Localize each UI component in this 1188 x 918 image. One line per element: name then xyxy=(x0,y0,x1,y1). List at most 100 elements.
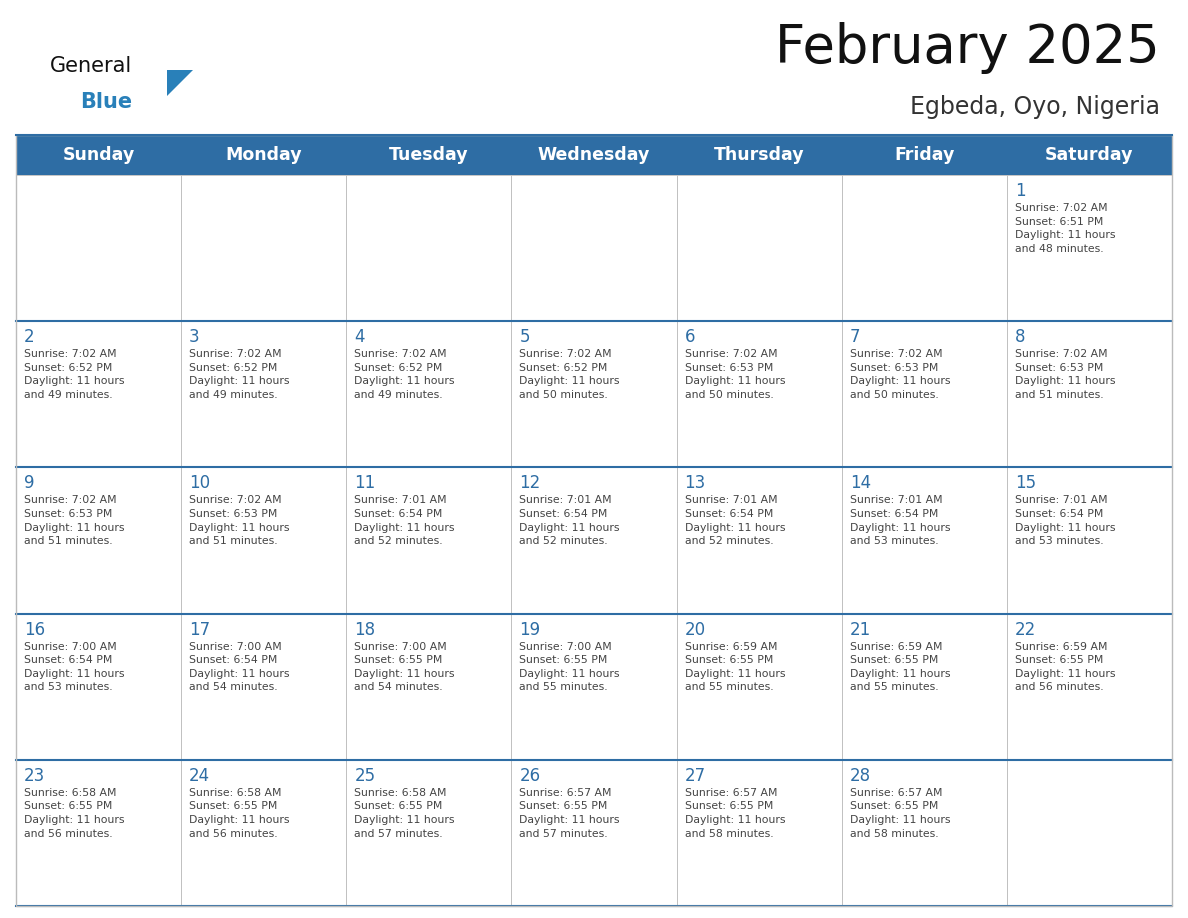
Text: Sunrise: 6:57 AM
Sunset: 6:55 PM
Daylight: 11 hours
and 58 minutes.: Sunrise: 6:57 AM Sunset: 6:55 PM Dayligh… xyxy=(849,788,950,839)
Text: 20: 20 xyxy=(684,621,706,639)
Text: Tuesday: Tuesday xyxy=(388,146,469,164)
Bar xyxy=(181,321,346,467)
Text: 6: 6 xyxy=(684,329,695,346)
Text: 13: 13 xyxy=(684,475,706,492)
Text: Sunrise: 6:59 AM
Sunset: 6:55 PM
Daylight: 11 hours
and 55 minutes.: Sunrise: 6:59 AM Sunset: 6:55 PM Dayligh… xyxy=(684,642,785,692)
Text: 12: 12 xyxy=(519,475,541,492)
Bar xyxy=(15,467,181,613)
Text: General: General xyxy=(50,56,132,76)
Text: 7: 7 xyxy=(849,329,860,346)
Text: Sunrise: 7:00 AM
Sunset: 6:55 PM
Daylight: 11 hours
and 55 minutes.: Sunrise: 7:00 AM Sunset: 6:55 PM Dayligh… xyxy=(519,642,620,692)
Text: Monday: Monday xyxy=(226,146,302,164)
Bar xyxy=(842,175,1007,321)
Bar xyxy=(1007,613,1173,760)
Bar xyxy=(677,760,842,906)
Text: Sunrise: 7:02 AM
Sunset: 6:52 PM
Daylight: 11 hours
and 49 minutes.: Sunrise: 7:02 AM Sunset: 6:52 PM Dayligh… xyxy=(354,349,455,400)
Bar xyxy=(842,321,1007,467)
Bar xyxy=(1007,175,1173,321)
Bar xyxy=(842,760,1007,906)
Bar xyxy=(15,321,181,467)
Text: Sunrise: 7:01 AM
Sunset: 6:54 PM
Daylight: 11 hours
and 52 minutes.: Sunrise: 7:01 AM Sunset: 6:54 PM Dayligh… xyxy=(519,496,620,546)
Text: Friday: Friday xyxy=(895,146,954,164)
Bar xyxy=(15,760,181,906)
Text: Sunday: Sunday xyxy=(63,146,134,164)
Bar xyxy=(677,467,842,613)
Bar xyxy=(181,467,346,613)
Text: 18: 18 xyxy=(354,621,375,639)
Text: Sunrise: 7:02 AM
Sunset: 6:53 PM
Daylight: 11 hours
and 50 minutes.: Sunrise: 7:02 AM Sunset: 6:53 PM Dayligh… xyxy=(684,349,785,400)
Bar xyxy=(15,175,181,321)
Text: Thursday: Thursday xyxy=(714,146,804,164)
Bar xyxy=(181,175,346,321)
Bar xyxy=(511,613,677,760)
Bar xyxy=(511,760,677,906)
Bar xyxy=(346,175,511,321)
Text: Sunrise: 6:58 AM
Sunset: 6:55 PM
Daylight: 11 hours
and 57 minutes.: Sunrise: 6:58 AM Sunset: 6:55 PM Dayligh… xyxy=(354,788,455,839)
Bar xyxy=(842,613,1007,760)
Text: 28: 28 xyxy=(849,767,871,785)
Text: 25: 25 xyxy=(354,767,375,785)
Text: 4: 4 xyxy=(354,329,365,346)
Text: 19: 19 xyxy=(519,621,541,639)
Text: February 2025: February 2025 xyxy=(776,22,1159,74)
Text: 1: 1 xyxy=(1015,182,1025,200)
Text: Sunrise: 7:02 AM
Sunset: 6:53 PM
Daylight: 11 hours
and 50 minutes.: Sunrise: 7:02 AM Sunset: 6:53 PM Dayligh… xyxy=(849,349,950,400)
Bar xyxy=(1007,321,1173,467)
Bar xyxy=(677,321,842,467)
Text: Sunrise: 7:00 AM
Sunset: 6:54 PM
Daylight: 11 hours
and 53 minutes.: Sunrise: 7:00 AM Sunset: 6:54 PM Dayligh… xyxy=(24,642,125,692)
Text: Wednesday: Wednesday xyxy=(538,146,650,164)
Text: Sunrise: 6:58 AM
Sunset: 6:55 PM
Daylight: 11 hours
and 56 minutes.: Sunrise: 6:58 AM Sunset: 6:55 PM Dayligh… xyxy=(24,788,125,839)
Text: 15: 15 xyxy=(1015,475,1036,492)
Text: 9: 9 xyxy=(24,475,34,492)
Text: Blue: Blue xyxy=(80,92,132,112)
Text: Sunrise: 7:02 AM
Sunset: 6:53 PM
Daylight: 11 hours
and 51 minutes.: Sunrise: 7:02 AM Sunset: 6:53 PM Dayligh… xyxy=(24,496,125,546)
Bar xyxy=(677,175,842,321)
Text: 5: 5 xyxy=(519,329,530,346)
Bar xyxy=(15,135,1173,906)
Bar xyxy=(677,613,842,760)
Text: Sunrise: 7:00 AM
Sunset: 6:54 PM
Daylight: 11 hours
and 54 minutes.: Sunrise: 7:00 AM Sunset: 6:54 PM Dayligh… xyxy=(189,642,290,692)
Text: 16: 16 xyxy=(24,621,45,639)
Bar xyxy=(181,760,346,906)
Text: Sunrise: 7:02 AM
Sunset: 6:53 PM
Daylight: 11 hours
and 51 minutes.: Sunrise: 7:02 AM Sunset: 6:53 PM Dayligh… xyxy=(189,496,290,546)
Text: 14: 14 xyxy=(849,475,871,492)
Text: Egbeda, Oyo, Nigeria: Egbeda, Oyo, Nigeria xyxy=(910,95,1159,119)
Text: 24: 24 xyxy=(189,767,210,785)
Text: Sunrise: 6:59 AM
Sunset: 6:55 PM
Daylight: 11 hours
and 56 minutes.: Sunrise: 6:59 AM Sunset: 6:55 PM Dayligh… xyxy=(1015,642,1116,692)
Text: Sunrise: 6:58 AM
Sunset: 6:55 PM
Daylight: 11 hours
and 56 minutes.: Sunrise: 6:58 AM Sunset: 6:55 PM Dayligh… xyxy=(189,788,290,839)
Bar xyxy=(511,175,677,321)
Text: Sunrise: 6:57 AM
Sunset: 6:55 PM
Daylight: 11 hours
and 57 minutes.: Sunrise: 6:57 AM Sunset: 6:55 PM Dayligh… xyxy=(519,788,620,839)
Text: Sunrise: 6:57 AM
Sunset: 6:55 PM
Daylight: 11 hours
and 58 minutes.: Sunrise: 6:57 AM Sunset: 6:55 PM Dayligh… xyxy=(684,788,785,839)
Bar xyxy=(842,467,1007,613)
Text: 17: 17 xyxy=(189,621,210,639)
Bar xyxy=(511,321,677,467)
Text: 11: 11 xyxy=(354,475,375,492)
Text: Sunrise: 7:01 AM
Sunset: 6:54 PM
Daylight: 11 hours
and 52 minutes.: Sunrise: 7:01 AM Sunset: 6:54 PM Dayligh… xyxy=(354,496,455,546)
Text: Sunrise: 7:02 AM
Sunset: 6:52 PM
Daylight: 11 hours
and 49 minutes.: Sunrise: 7:02 AM Sunset: 6:52 PM Dayligh… xyxy=(24,349,125,400)
Bar xyxy=(1007,760,1173,906)
Text: 21: 21 xyxy=(849,621,871,639)
Bar xyxy=(15,135,1173,175)
Text: Sunrise: 7:01 AM
Sunset: 6:54 PM
Daylight: 11 hours
and 53 minutes.: Sunrise: 7:01 AM Sunset: 6:54 PM Dayligh… xyxy=(849,496,950,546)
Text: Sunrise: 7:02 AM
Sunset: 6:52 PM
Daylight: 11 hours
and 49 minutes.: Sunrise: 7:02 AM Sunset: 6:52 PM Dayligh… xyxy=(189,349,290,400)
Text: Saturday: Saturday xyxy=(1045,146,1133,164)
Bar xyxy=(1007,467,1173,613)
Text: 22: 22 xyxy=(1015,621,1036,639)
Bar xyxy=(346,613,511,760)
Text: Sunrise: 7:00 AM
Sunset: 6:55 PM
Daylight: 11 hours
and 54 minutes.: Sunrise: 7:00 AM Sunset: 6:55 PM Dayligh… xyxy=(354,642,455,692)
Polygon shape xyxy=(168,70,192,96)
Text: 23: 23 xyxy=(24,767,45,785)
Text: Sunrise: 7:02 AM
Sunset: 6:53 PM
Daylight: 11 hours
and 51 minutes.: Sunrise: 7:02 AM Sunset: 6:53 PM Dayligh… xyxy=(1015,349,1116,400)
Text: Sunrise: 6:59 AM
Sunset: 6:55 PM
Daylight: 11 hours
and 55 minutes.: Sunrise: 6:59 AM Sunset: 6:55 PM Dayligh… xyxy=(849,642,950,692)
Text: 27: 27 xyxy=(684,767,706,785)
Text: Sunrise: 7:02 AM
Sunset: 6:51 PM
Daylight: 11 hours
and 48 minutes.: Sunrise: 7:02 AM Sunset: 6:51 PM Dayligh… xyxy=(1015,203,1116,253)
Text: 2: 2 xyxy=(24,329,34,346)
Text: Sunrise: 7:01 AM
Sunset: 6:54 PM
Daylight: 11 hours
and 52 minutes.: Sunrise: 7:01 AM Sunset: 6:54 PM Dayligh… xyxy=(684,496,785,546)
Bar xyxy=(346,321,511,467)
Text: Sunrise: 7:02 AM
Sunset: 6:52 PM
Daylight: 11 hours
and 50 minutes.: Sunrise: 7:02 AM Sunset: 6:52 PM Dayligh… xyxy=(519,349,620,400)
Bar xyxy=(511,467,677,613)
Bar xyxy=(346,467,511,613)
Text: Sunrise: 7:01 AM
Sunset: 6:54 PM
Daylight: 11 hours
and 53 minutes.: Sunrise: 7:01 AM Sunset: 6:54 PM Dayligh… xyxy=(1015,496,1116,546)
Text: 10: 10 xyxy=(189,475,210,492)
Text: 3: 3 xyxy=(189,329,200,346)
